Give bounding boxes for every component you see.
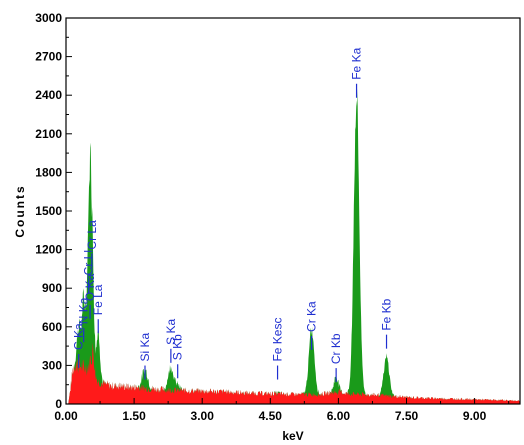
y-tick-label: 1500 <box>35 204 62 218</box>
peak-label: S Ka <box>164 318 178 344</box>
peak-label: Cr Ka <box>305 301 319 332</box>
y-tick-label: 900 <box>42 281 62 295</box>
peak-label: O Ka <box>83 273 97 301</box>
peak-label: Fe Ka <box>350 47 364 79</box>
y-tick-label: 0 <box>55 397 62 411</box>
peak-label: Fe Kb <box>380 298 394 330</box>
y-tick-label: 300 <box>42 358 62 372</box>
peak-label: Fe Kesc <box>271 318 285 362</box>
peak-label: C Ka <box>72 323 86 350</box>
axes: 0 300 600 900 1200 1500 1800 2100 2400 2700 3000 0.… <box>35 11 521 423</box>
x-tick-label: 6.00 <box>327 409 351 423</box>
plot-frame <box>65 17 521 405</box>
y-tick-label: 600 <box>42 320 62 334</box>
x-tick-label: 7.50 <box>395 409 419 423</box>
x-tick-label: 1.50 <box>122 409 146 423</box>
y-tick-label: 3000 <box>35 11 62 25</box>
peak-spectrum-area <box>66 88 520 405</box>
peak-label: N Ka <box>77 297 91 324</box>
peak-label: Cr Ll <box>82 250 96 275</box>
x-tick-label: 9.00 <box>463 409 487 423</box>
y-tick-label: 2400 <box>35 88 62 102</box>
peak-label: S Kb <box>171 334 185 360</box>
y-tick-label: 1800 <box>35 165 62 179</box>
peak-label: Cr Kb <box>329 333 343 364</box>
y-tick-label: 2700 <box>35 50 62 64</box>
plot-area <box>66 88 520 405</box>
peak-labels: C KaN Ka Cr LlO Ka Cr La Fe La Si Ka S KaS Kb… <box>72 47 394 383</box>
y-tick-label: 1200 <box>35 243 62 257</box>
y-tick-label: 2100 <box>35 127 62 141</box>
peak-label: Fe La <box>91 284 105 315</box>
background-spectrum-area <box>66 342 520 404</box>
peak-label: Cr La <box>85 220 99 250</box>
x-tick-label: 0.00 <box>54 409 78 423</box>
y-axis-title: Counts <box>13 184 27 237</box>
peak-label: Si Ka <box>138 333 152 362</box>
x-tick-label: 4.50 <box>259 409 283 423</box>
x-axis-title: keV <box>282 429 303 443</box>
x-tick-label: 3.00 <box>191 409 215 423</box>
